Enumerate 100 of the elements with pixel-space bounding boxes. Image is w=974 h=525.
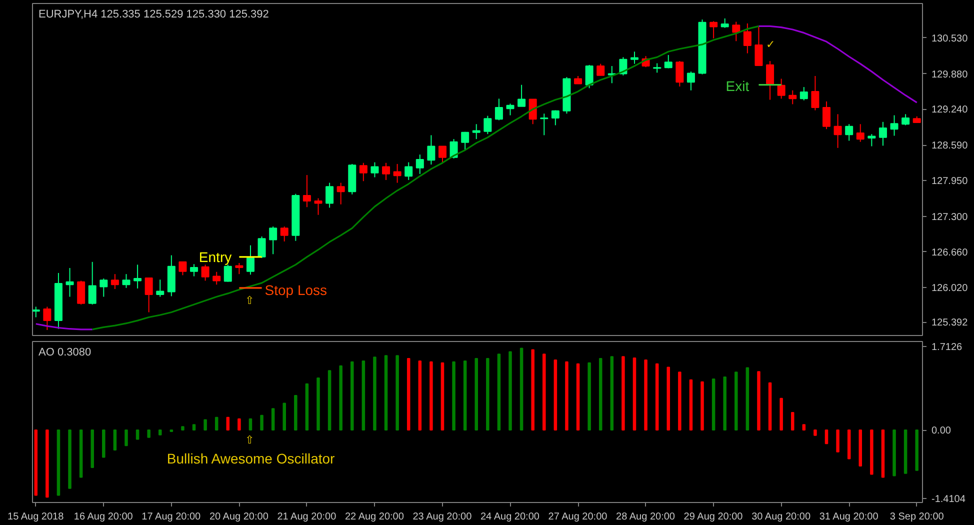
bar <box>396 355 399 431</box>
candlestick <box>393 163 402 184</box>
x-tick-label: 3 Sep 20:00 <box>890 512 944 522</box>
bar <box>34 430 38 496</box>
candlestick <box>382 162 390 181</box>
candlestick <box>66 267 74 298</box>
bar <box>339 365 342 431</box>
candlestick <box>800 86 808 101</box>
candlestick <box>404 162 413 181</box>
bar <box>746 367 750 431</box>
candlestick <box>484 115 492 135</box>
bar <box>700 381 704 431</box>
bar <box>915 430 918 471</box>
candlestick <box>822 100 830 130</box>
x-tick-label: 28 Aug 20:00 <box>616 512 676 522</box>
candlestick <box>472 124 480 140</box>
candlestick <box>122 274 130 288</box>
x-tick-label: 29 Aug 20:00 <box>684 512 744 522</box>
bar <box>723 376 726 431</box>
candlestick <box>416 154 424 174</box>
bar <box>904 430 908 474</box>
bar <box>316 377 320 431</box>
candlestick <box>178 261 187 276</box>
candlestick <box>144 277 153 313</box>
bar <box>644 359 648 431</box>
y-tick-label: -1.4104 <box>932 494 966 506</box>
text: AO 0.3080 <box>38 346 92 358</box>
candlestick <box>224 264 232 282</box>
y-tick-label: 127.950 <box>932 176 968 188</box>
bar <box>622 356 625 431</box>
bar <box>598 358 602 431</box>
candlestick <box>856 124 864 142</box>
bar <box>147 430 150 438</box>
candlestick <box>212 271 221 286</box>
bar <box>802 424 806 431</box>
candlestick <box>110 274 119 290</box>
candlestick <box>676 60 684 87</box>
candlestick <box>190 264 198 277</box>
candlestick <box>732 21 740 42</box>
annotation: ⇧ <box>245 294 254 307</box>
bar <box>847 430 851 460</box>
bar <box>632 358 636 431</box>
bar <box>892 430 896 476</box>
bar <box>757 371 760 431</box>
y-tick-label: 1.7126 <box>932 342 963 354</box>
bar <box>474 358 478 431</box>
bar <box>102 430 106 458</box>
bar <box>520 348 524 431</box>
bar <box>350 361 354 431</box>
line-series <box>92 25 760 330</box>
candlestick <box>890 114 898 136</box>
x-tick-label: 22 Aug 20:00 <box>344 512 404 522</box>
annotation: Entry <box>198 249 232 266</box>
bar <box>294 394 298 431</box>
bar <box>362 360 366 431</box>
bar <box>610 356 614 431</box>
bar <box>136 430 140 440</box>
bar <box>881 430 885 478</box>
bar <box>204 419 207 431</box>
candlestick <box>246 244 254 276</box>
bar <box>158 430 162 436</box>
bar <box>113 430 117 450</box>
bar <box>90 430 94 468</box>
candlestick <box>743 22 752 54</box>
bar <box>192 424 196 431</box>
x-tick-label: 23 Aug 20:00 <box>412 512 472 522</box>
y-tick-label: 130.530 <box>932 33 968 44</box>
x-tick-label: 30 Aug 20:00 <box>752 512 811 522</box>
bar <box>666 366 670 431</box>
candlestick <box>100 278 108 298</box>
bar <box>790 412 794 431</box>
bar <box>373 356 376 431</box>
candlestick <box>336 182 345 205</box>
bar <box>678 372 682 431</box>
bar <box>406 358 410 431</box>
bar <box>181 426 184 431</box>
candlestick <box>630 51 638 64</box>
bar <box>554 359 558 431</box>
candlestick <box>427 134 436 166</box>
candlestick <box>359 162 368 182</box>
candlestick <box>811 75 820 111</box>
bar <box>768 382 772 431</box>
candlestick <box>461 131 470 151</box>
bar <box>508 351 512 431</box>
candlestick <box>868 134 876 147</box>
annotation: Stop Loss <box>264 282 328 298</box>
bar <box>814 430 817 436</box>
bar <box>655 363 659 431</box>
bar <box>418 360 422 431</box>
candlestick <box>235 262 244 275</box>
bar <box>430 361 433 431</box>
bar <box>440 362 444 431</box>
y-tick-label: 129.880 <box>932 69 968 80</box>
x-tick-label: 31 Aug 20:00 <box>819 512 879 522</box>
bar <box>305 383 309 431</box>
candlestick <box>585 64 594 89</box>
candlestick <box>438 146 446 164</box>
candlestick <box>710 20 718 39</box>
candlestick <box>878 121 887 146</box>
candlestick <box>506 103 514 116</box>
